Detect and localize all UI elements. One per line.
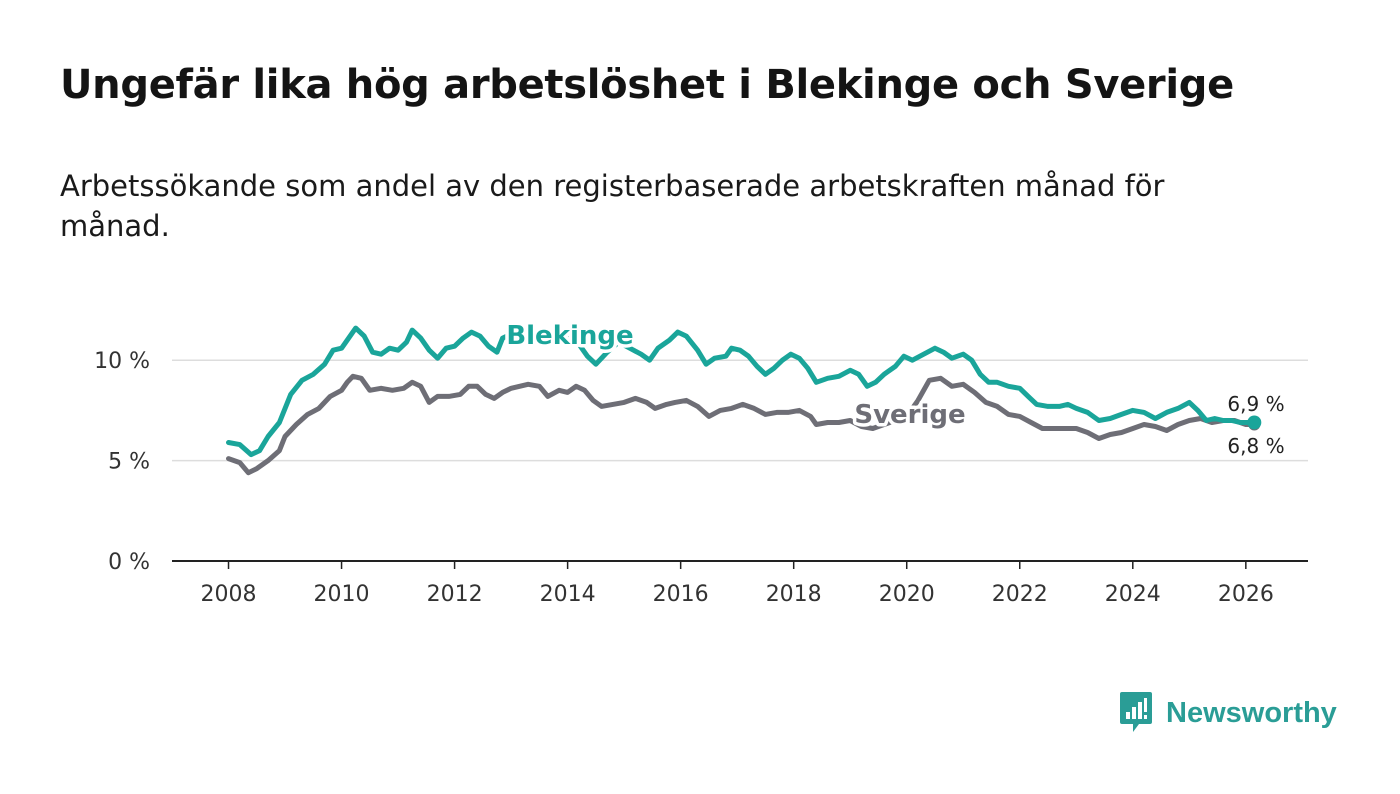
x-tick-label: 2024 [1105,582,1161,607]
x-tick-label: 2018 [766,582,822,607]
end-label-blekinge: 6,9 % [1227,392,1284,416]
x-tick-label: 2012 [427,582,483,607]
x-tick-label: 2026 [1218,582,1274,607]
x-tick-label: 2022 [992,582,1048,607]
series-line-blekinge [226,325,1257,458]
y-tick-label: 0 % [108,550,150,575]
end-label-sverige: 6,8 % [1227,434,1284,458]
x-tick-label: 2014 [540,582,596,607]
end-dot-blekinge [1247,415,1262,430]
x-tick-label: 2016 [653,582,709,607]
chart-subtitle: Arbetssökande som andel av den registerb… [60,169,1165,243]
chart-title: Ungefär lika hög arbetslöshet i Blekinge… [60,62,1234,108]
newsworthy-logo: Newsworthy [1118,690,1337,736]
x-tick-label: 2008 [201,582,257,607]
x-tick-label: 2020 [879,582,935,607]
y-tick-label: 5 % [108,450,150,475]
brand-name: Newsworthy [1166,696,1337,729]
series-line-sverige [226,373,1257,476]
series-label-sverige: Sverige [854,400,965,430]
x-tick-label: 2010 [314,582,370,607]
y-tick-label: 10 % [94,349,150,374]
bar-chart-speech-bubble-icon [1120,692,1152,732]
series-label-blekinge: Blekinge [506,321,633,351]
